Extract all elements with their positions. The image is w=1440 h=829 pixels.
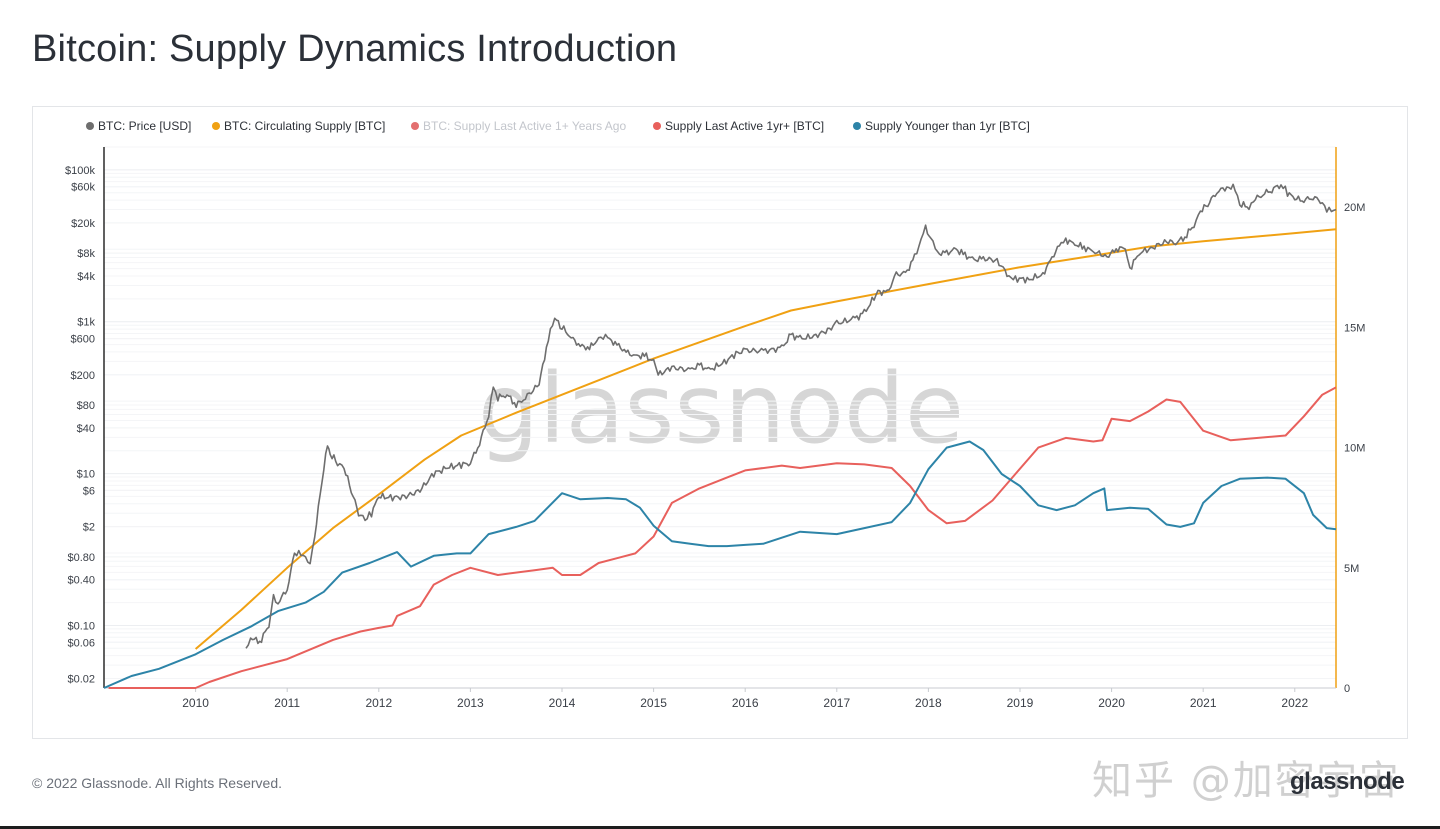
series-line-btc-circulating-supply-btc	[194, 228, 1337, 650]
legend-marker[interactable]	[853, 122, 861, 130]
series-line-btc-price-usd	[245, 183, 1337, 649]
y-left-tick-label: $20k	[71, 218, 95, 230]
y-left-tick-label: $1k	[77, 317, 95, 329]
x-tick-label: 2011	[274, 696, 300, 710]
zhihu-watermark-text: 知乎 @加密宇宙	[1092, 758, 1401, 804]
y-left-tick-label: $200	[71, 370, 95, 382]
y-left-tick-label: $0.10	[67, 620, 95, 632]
x-tick-label: 2016	[732, 696, 759, 710]
legend-item[interactable]: BTC: Price [USD]	[98, 119, 191, 133]
copyright-text: © 2022 Glassnode. All Rights Reserved.	[32, 775, 283, 791]
y-left-tick-label: $80	[77, 400, 95, 412]
x-tick-label: 2014	[549, 696, 576, 710]
x-tick-label: 2019	[1007, 696, 1034, 710]
x-tick-label: 2012	[365, 696, 392, 710]
y-left-tick-label: $10	[77, 469, 95, 481]
legend-item[interactable]: BTC: Supply Last Active 1+ Years Ago	[423, 119, 626, 133]
legend-item[interactable]: Supply Younger than 1yr [BTC]	[865, 119, 1030, 133]
y-right-tick-label: 15M	[1344, 322, 1365, 334]
x-tick-label: 2022	[1281, 696, 1308, 710]
y-right-tick-label: 10M	[1344, 443, 1365, 455]
y-left-tick-label: $40	[77, 423, 95, 435]
y-left-tick-label: $60k	[71, 182, 95, 194]
legend-marker[interactable]	[212, 122, 220, 130]
x-tick-label: 2010	[182, 696, 209, 710]
x-tick-label: 2021	[1190, 696, 1217, 710]
legend-marker[interactable]	[86, 122, 94, 130]
x-tick-label: 2017	[823, 696, 850, 710]
y-left-tick-label: $0.02	[67, 674, 95, 686]
legend-marker[interactable]	[653, 122, 661, 130]
x-tick-label: 2013	[457, 696, 484, 710]
legend-item[interactable]: BTC: Circulating Supply [BTC]	[224, 119, 385, 133]
y-right-tick-label: 5M	[1344, 563, 1359, 575]
y-left-tick-label: $2	[83, 522, 95, 534]
y-left-tick-label: $0.06	[67, 637, 95, 649]
series-line-supply-younger-than-1yr-btc	[103, 440, 1337, 689]
y-left-tick-label: $0.80	[67, 552, 95, 564]
glassnode-logo: glassnode	[1290, 768, 1405, 795]
x-tick-label: 2015	[640, 696, 667, 710]
x-tick-label: 2020	[1098, 696, 1125, 710]
chart-svg: glassnode$100k$60k$20k$8k$4k$1k$600$200$…	[65, 119, 1365, 710]
x-tick-label: 2018	[915, 696, 942, 710]
chart-frame: glassnode $100k $60k $20k $8k $4k $1k $600 $200 $…	[32, 106, 1408, 739]
y-left-tick-label: $6	[83, 485, 95, 497]
legend-marker[interactable]	[411, 122, 419, 130]
y-left-tick-label: $0.40	[67, 575, 95, 587]
y-left-tick-label: $8k	[77, 248, 95, 260]
bottom-border	[0, 826, 1440, 829]
y-left-tick-label: $4k	[77, 271, 95, 283]
page-title: Bitcoin: Supply Dynamics Introduction	[32, 28, 678, 70]
legend-item[interactable]: Supply Last Active 1yr+ [BTC]	[665, 119, 824, 133]
y-right-tick-label: 20M	[1344, 202, 1365, 214]
y-left-tick-label: $600	[71, 334, 95, 346]
series-line-supply-last-active-1yr-btc	[108, 386, 1337, 689]
y-left-tick-label: $100k	[65, 165, 95, 177]
y-right-tick-label: 0	[1344, 683, 1350, 695]
